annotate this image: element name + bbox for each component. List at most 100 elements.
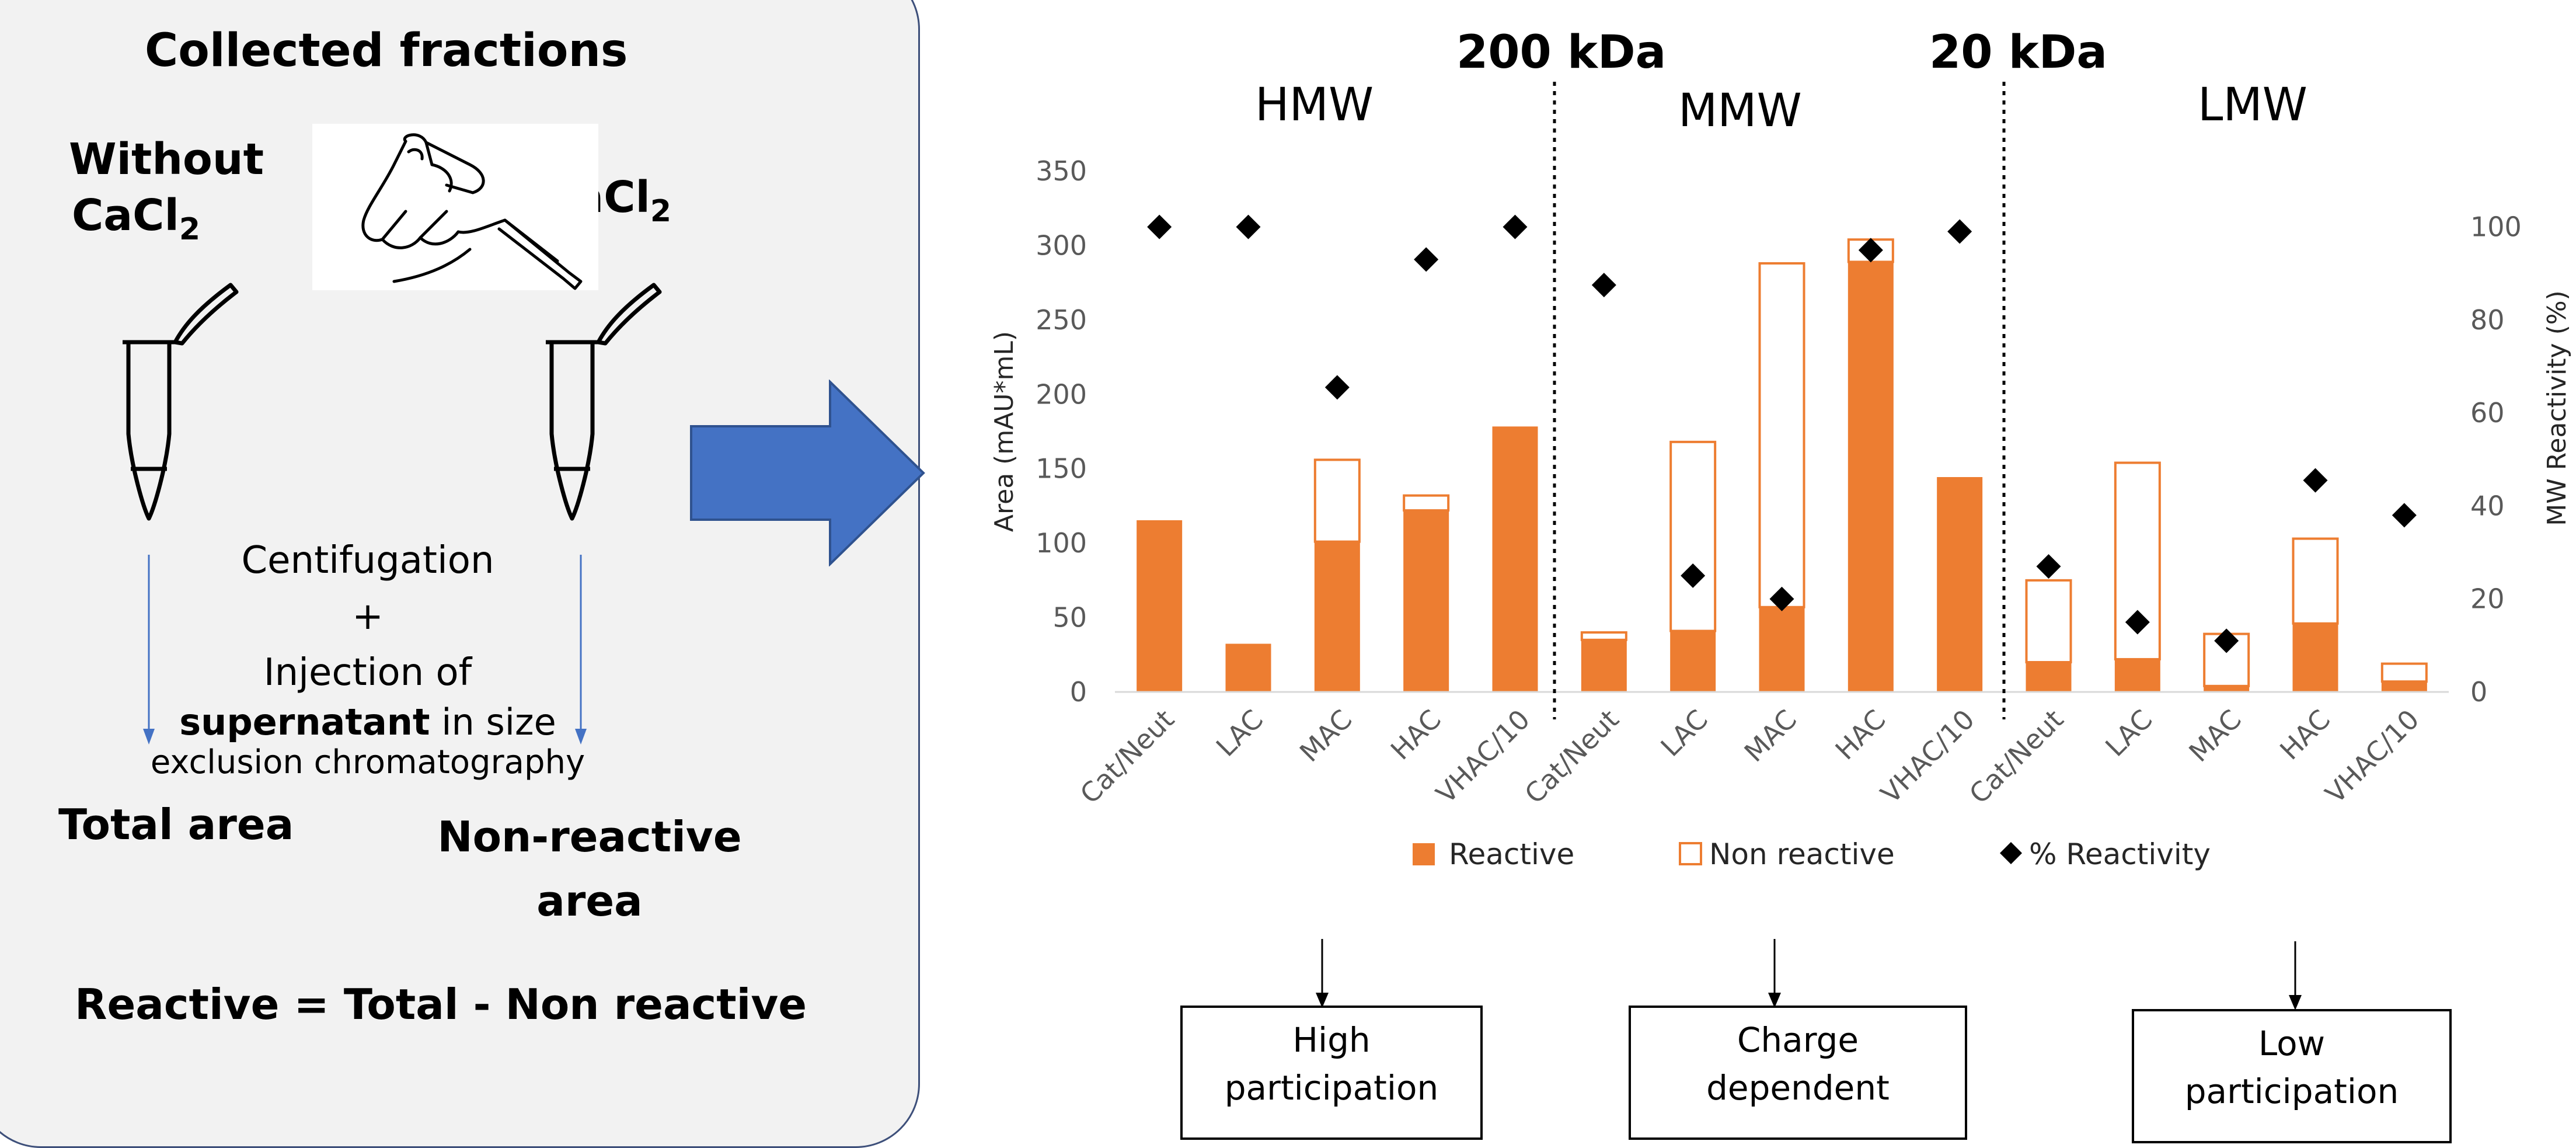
- y-tick-label: 300: [1036, 229, 1087, 261]
- reactivity-marker: [1414, 247, 1439, 272]
- legend-swatch-reactive: [1413, 843, 1435, 865]
- legend-label-reactive: Reactive: [1449, 837, 1574, 871]
- down-arrow-icon: [1768, 939, 1781, 1008]
- bar-non-reactive: [2025, 579, 2072, 664]
- pipette-hand-icon: [312, 124, 598, 290]
- down-arrow-icon: [143, 555, 155, 745]
- x-tick-label: VHAC/10: [2319, 704, 2425, 810]
- section-lmw-label: LMW: [2198, 79, 2307, 131]
- bar-reactive: [1403, 510, 1449, 693]
- reactivity-marker: [1681, 563, 1706, 588]
- reactivity-marker: [1769, 586, 1794, 611]
- reactivity-marker: [2392, 503, 2417, 528]
- bar-reactive: [1225, 643, 1271, 693]
- reactivity-marker: [1503, 214, 1528, 239]
- down-arrow-icon: [2289, 941, 2302, 1010]
- total-area-label: Total area: [58, 800, 294, 849]
- y2-tick-label: 60: [2470, 397, 2505, 429]
- outcome-line: Charge: [1737, 1020, 1859, 1060]
- formula-text: Reactive = Total - Non reactive: [75, 980, 807, 1029]
- bar-reactive: [1848, 261, 1894, 693]
- y2-tick-label: 0: [2470, 676, 2487, 708]
- y2-tick-label: 100: [2470, 211, 2522, 243]
- cutoff-20kda-label: 20 kDa: [1929, 26, 2107, 79]
- panel-title: Collected fractions: [145, 25, 628, 77]
- subscript: 2: [179, 211, 201, 247]
- y-tick-label: 100: [1036, 527, 1087, 559]
- x-tick-label: HAC: [1385, 704, 1447, 766]
- nonreactive-area-label: Non-reactive area: [432, 805, 747, 933]
- legend-swatch-non-reactive: [1679, 842, 1702, 865]
- x-tick-label: MAC: [1294, 704, 1358, 768]
- legend-swatch-reactivity: [2000, 842, 2022, 864]
- y2-tick-label: 40: [2470, 490, 2505, 521]
- y-tick-label: 150: [1036, 453, 1087, 485]
- tube-without-cacl2-icon: [123, 283, 239, 521]
- reactivity-marker: [1147, 214, 1172, 239]
- outcome-high-participation: High participation: [1180, 1006, 1483, 1140]
- y-tick-label: 250: [1036, 304, 1087, 336]
- centrifugation-line: +: [352, 595, 384, 638]
- y-tick-label: 50: [1052, 602, 1087, 634]
- bar-reactive: [1937, 477, 1983, 693]
- down-arrow-icon: [575, 555, 587, 745]
- x-tick-label: Cat/Neut: [1518, 704, 1625, 810]
- bar-reactive: [2026, 662, 2072, 693]
- centrifugation-line: in size: [430, 701, 556, 743]
- reactivity-marker: [2036, 554, 2061, 579]
- outcome-line: dependent: [1706, 1068, 1890, 1108]
- bar-non-reactive: [1669, 440, 1717, 632]
- x-tick-label: HAC: [1829, 704, 1892, 766]
- x-tick-label: LAC: [2099, 704, 2158, 763]
- centrifugation-text: Centifugation + Injection of supernatant…: [149, 533, 587, 781]
- centrifugation-line: Centifugation: [241, 539, 494, 582]
- section-hmw-label: HMW: [1255, 79, 1374, 131]
- outcome-line: participation: [2184, 1072, 2399, 1111]
- down-arrow-icon: [1316, 939, 1329, 1008]
- x-tick-label: MAC: [2183, 704, 2247, 768]
- y-tick-label: 0: [1070, 676, 1087, 708]
- reactivity-marker: [1858, 238, 1883, 263]
- outcome-line: High: [1292, 1020, 1371, 1060]
- outcome-line: participation: [1224, 1068, 1439, 1108]
- y-axis-title: Area (mAU*mL): [989, 331, 1019, 532]
- bar-reactive: [1492, 426, 1538, 693]
- nonreactive-line: Non-reactive: [437, 812, 742, 861]
- bar-reactive: [1759, 606, 1805, 693]
- outcome-line: Low: [2258, 1024, 2326, 1063]
- bar-non-reactive: [1403, 494, 1450, 512]
- x-tick-label: Cat/Neut: [1074, 704, 1180, 810]
- bar-reactive: [1314, 541, 1360, 693]
- reactivity-marker: [1236, 214, 1261, 239]
- bar-reactive: [2204, 685, 2250, 693]
- reactivity-marker: [2214, 628, 2239, 653]
- bar-non-reactive: [1313, 458, 1361, 543]
- y2-axis-title: MW Reactivity (%): [2542, 290, 2572, 526]
- reactivity-marker: [2303, 468, 2328, 493]
- centrifugation-line: Injection of: [263, 651, 472, 694]
- x-tick-label: VHAC/10: [1430, 704, 1536, 810]
- legend-label-reactivity: % Reactivity: [2029, 837, 2211, 871]
- subscript: 2: [650, 193, 672, 229]
- bar-non-reactive: [1758, 262, 1805, 608]
- reactivity-marker: [1324, 375, 1350, 400]
- x-tick-label: MAC: [1738, 704, 1803, 768]
- y2-tick-label: 20: [2470, 583, 2505, 615]
- big-right-arrow-icon: [690, 380, 925, 566]
- centrifugation-line: exclusion chromatography: [150, 743, 585, 781]
- nonreactive-line: area: [536, 876, 643, 926]
- bar-non-reactive: [2380, 662, 2428, 683]
- y-tick-label: 350: [1036, 155, 1087, 187]
- reactivity-marker: [1947, 219, 1972, 244]
- bar-non-reactive: [2292, 537, 2339, 625]
- section-mmw-label: MMW: [1678, 85, 1802, 137]
- bar-reactive: [1137, 520, 1183, 693]
- y-tick-label: 200: [1036, 378, 1087, 410]
- x-tick-label: LAC: [1654, 704, 1713, 763]
- legend-label-non-reactive: Non reactive: [1709, 837, 1895, 871]
- x-tick-label: Cat/Neut: [1963, 704, 2069, 810]
- y2-tick-label: 80: [2470, 304, 2505, 336]
- bar-reactive: [2381, 681, 2427, 693]
- x-tick-label: HAC: [2274, 704, 2336, 766]
- bar-reactive: [2114, 658, 2160, 693]
